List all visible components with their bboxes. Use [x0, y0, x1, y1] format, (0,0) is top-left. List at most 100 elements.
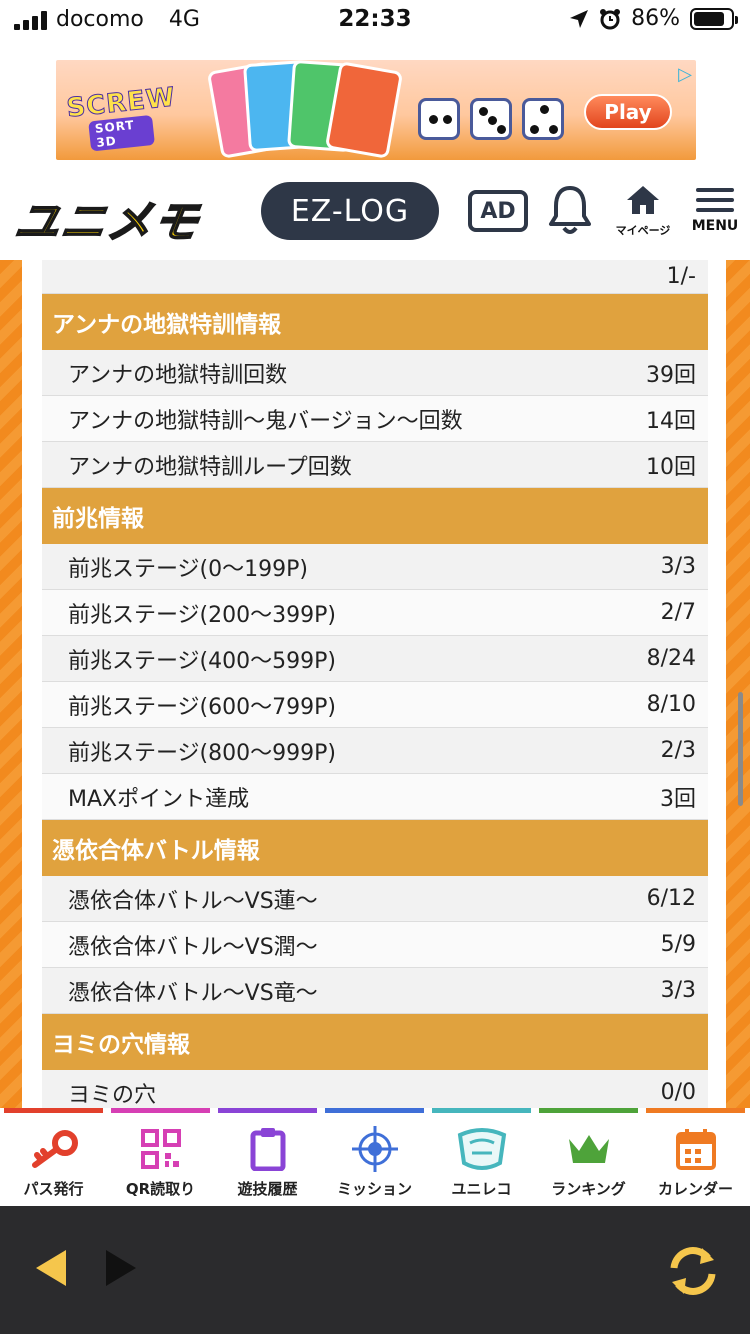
section-header: 憑依合体バトル情報 — [42, 820, 708, 876]
ezlog-button[interactable]: EZ-LOG — [261, 182, 439, 240]
reload-icon[interactable] — [664, 1242, 722, 1300]
row-value: 10回 — [646, 454, 696, 480]
table-row: アンナの地獄特訓〜鬼バージョン〜回数 14回 — [42, 396, 708, 442]
row-label: アンナの地獄特訓ループ回数 — [68, 454, 352, 480]
row-value: 1/- — [666, 264, 696, 289]
nav-item-label: パス発行 — [23, 1180, 84, 1198]
section-header: アンナの地獄特訓情報 — [42, 294, 708, 350]
nav-item-accent — [646, 1108, 745, 1113]
nav-item-label: ランキング — [551, 1180, 626, 1198]
content-frame: 1/- アンナの地獄特訓情報アンナの地獄特訓回数 39回アンナの地獄特訓〜鬼バージ… — [0, 260, 750, 1108]
table-row: 憑依合体バトル〜VS潤〜 5/9 — [42, 922, 708, 968]
ad-choices-icon[interactable]: ▷ — [678, 64, 692, 85]
key-icon — [0, 1126, 107, 1172]
nav-item-accent — [111, 1108, 210, 1113]
forward-arrow-icon[interactable] — [106, 1250, 136, 1286]
nav-item[interactable]: パス発行 — [0, 1108, 107, 1206]
battery-percentage: 86% — [631, 6, 680, 31]
nav-item-label: カレンダー — [657, 1180, 733, 1198]
carrier-name: docomo — [56, 7, 144, 32]
row-label: 前兆ステージ(200〜399P) — [68, 602, 336, 628]
browser-toolbar — [0, 1206, 750, 1334]
row-label: 憑依合体バトル〜VS潤〜 — [68, 934, 318, 960]
ad-card-image — [324, 61, 404, 159]
nav-item-label: 遊技履歴 — [237, 1180, 298, 1198]
row-label: 前兆ステージ(600〜799P) — [68, 694, 336, 720]
unireco-icon — [428, 1126, 535, 1172]
ad-dice-image — [470, 98, 512, 140]
site-header: ユニメモ EZ-LOG AD マイページ MENU — [0, 170, 750, 260]
nav-item[interactable]: QR読取り — [107, 1108, 214, 1206]
nav-item-accent — [432, 1108, 531, 1113]
table-row: 憑依合体バトル〜VS竜〜 3/3 — [42, 968, 708, 1014]
row-label: 前兆ステージ(800〜999P) — [68, 740, 336, 766]
nav-item[interactable]: カレンダー — [642, 1108, 749, 1206]
nav-item-label: QR読取り — [125, 1180, 196, 1198]
nav-item[interactable]: ランキング — [535, 1108, 642, 1206]
nav-item[interactable]: ユニレコ — [428, 1108, 535, 1206]
bell-icon — [549, 186, 591, 234]
row-label: 憑依合体バトル〜VS蓮〜 — [68, 888, 318, 914]
ad-button[interactable]: AD — [468, 190, 528, 232]
row-value: 8/10 — [646, 692, 696, 717]
nav-item-accent — [4, 1108, 103, 1113]
signal-icon — [14, 10, 47, 30]
row-value: 2/7 — [660, 600, 696, 625]
row-value: 3/3 — [660, 978, 696, 1003]
table-row: MAXポイント達成 3回 — [42, 774, 708, 820]
network-type: 4G — [168, 7, 200, 32]
content-panel: 1/- アンナの地獄特訓情報アンナの地獄特訓回数 39回アンナの地獄特訓〜鬼バージ… — [22, 260, 726, 1108]
row-value: 39回 — [646, 362, 696, 388]
calendar-icon — [642, 1126, 749, 1172]
table-row: アンナの地獄特訓ループ回数 10回 — [42, 442, 708, 488]
ad-dice-image — [418, 98, 460, 140]
nav-item[interactable]: ミッション — [321, 1108, 428, 1206]
crown-icon — [535, 1126, 642, 1172]
scrollbar[interactable] — [738, 692, 743, 806]
table-row: 憑依合体バトル〜VS蓮〜 6/12 — [42, 876, 708, 922]
row-value: 14回 — [646, 408, 696, 434]
row-value: 2/3 — [660, 738, 696, 763]
ad-play-button[interactable]: Play — [584, 94, 672, 130]
ad-game-logo: SCREW SORT 3D — [65, 82, 177, 152]
status-bar: docomo 4G 22:33 86% — [0, 0, 750, 40]
section-header: ヨミの穴情報 — [42, 1014, 708, 1070]
row-label: 前兆ステージ(0〜199P) — [68, 556, 308, 582]
target-icon — [321, 1126, 428, 1172]
table-row: 前兆ステージ(400〜599P) 8/24 — [42, 636, 708, 682]
back-arrow-icon[interactable] — [36, 1250, 66, 1286]
nav-item-label: ユニレコ — [451, 1180, 512, 1198]
hamburger-icon — [688, 188, 742, 212]
mypage-button[interactable]: マイページ — [610, 184, 676, 244]
home-icon — [627, 186, 659, 214]
qr-code-icon — [107, 1126, 214, 1172]
notification-button[interactable] — [548, 184, 592, 238]
row-value: 6/12 — [646, 886, 696, 911]
bottom-nav: パス発行 QR読取り 遊技履歴 ミッション ユニレコ ランキング カレンダー — [0, 1108, 750, 1206]
nav-item-accent — [325, 1108, 424, 1113]
table-row: 前兆ステージ(200〜399P) 2/7 — [42, 590, 708, 636]
table-row: 前兆ステージ(600〜799P) 8/10 — [42, 682, 708, 728]
menu-button[interactable]: MENU — [688, 188, 742, 244]
row-label: アンナの地獄特訓回数 — [68, 362, 288, 388]
row-label: 前兆ステージ(400〜599P) — [68, 648, 336, 674]
clipboard-icon — [214, 1126, 321, 1172]
row-value: 3回 — [660, 786, 696, 812]
nav-item[interactable]: 遊技履歴 — [214, 1108, 321, 1206]
menu-label: MENU — [691, 218, 739, 234]
site-logo[interactable]: ユニメモ — [11, 196, 204, 249]
data-table: 1/- アンナの地獄特訓情報アンナの地獄特訓回数 39回アンナの地獄特訓〜鬼バージ… — [42, 260, 708, 1108]
clock: 22:33 — [338, 6, 412, 32]
mypage-label: マイページ — [615, 224, 671, 237]
nav-item-accent — [218, 1108, 317, 1113]
ad-dice-image — [522, 98, 564, 140]
ad-banner[interactable]: SCREW SORT 3D Play ▷ — [56, 60, 696, 160]
row-value: 8/24 — [646, 646, 696, 671]
section-header: 前兆情報 — [42, 488, 708, 544]
table-row: 1/- — [42, 260, 708, 294]
table-row: 前兆ステージ(800〜999P) 2/3 — [42, 728, 708, 774]
row-value: 0/0 — [660, 1080, 696, 1105]
battery-icon — [690, 7, 738, 30]
row-label: 憑依合体バトル〜VS竜〜 — [68, 980, 318, 1006]
row-label: MAXポイント達成 — [68, 786, 250, 812]
